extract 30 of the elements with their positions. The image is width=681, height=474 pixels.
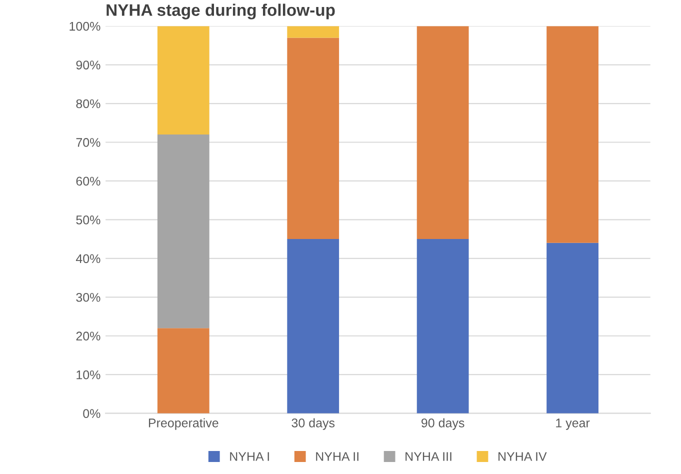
x-tick-label: Preoperative xyxy=(148,418,218,430)
y-tick-label: 100% xyxy=(70,22,100,31)
bar xyxy=(416,26,469,240)
chart-title: NYHA stage during follow-up xyxy=(106,4,335,20)
y-tick-label: 30% xyxy=(76,292,100,302)
bar xyxy=(157,328,210,414)
bar xyxy=(416,239,469,414)
bar xyxy=(546,242,598,414)
x-tick-label: 90 days xyxy=(422,418,464,430)
x-tick-label: 1 year xyxy=(556,418,590,430)
bar xyxy=(287,239,340,414)
bar xyxy=(157,134,210,328)
y-tick-label: 60% xyxy=(76,176,100,186)
bar xyxy=(287,26,340,38)
y-tick-label: 0% xyxy=(83,409,100,418)
bar xyxy=(157,26,210,134)
legend-label: NYHA I xyxy=(230,452,269,461)
y-tick-label: 40% xyxy=(76,254,100,264)
x-tick-label: 30 days xyxy=(292,418,335,430)
bar xyxy=(546,26,598,243)
legend-label: NYHA III xyxy=(406,452,452,461)
y-tick-label: 80% xyxy=(76,99,100,108)
y-tick-label: 20% xyxy=(76,332,100,341)
y-tick-label: 90% xyxy=(76,60,100,70)
y-tick-label: 70% xyxy=(76,138,100,147)
y-tick-label: 10% xyxy=(76,370,100,380)
bar xyxy=(287,38,340,240)
legend-label: NYHA II xyxy=(316,452,358,461)
legend-label: NYHA IV xyxy=(498,452,547,461)
y-tick-label: 50% xyxy=(76,216,100,224)
